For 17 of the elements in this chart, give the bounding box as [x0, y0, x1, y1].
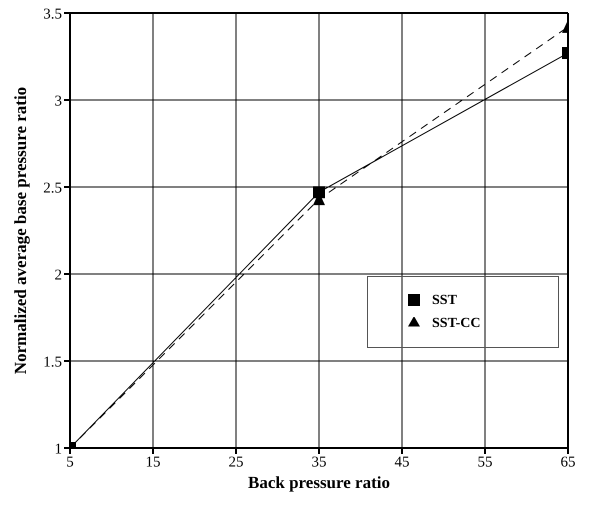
x-tick-label: 5 [66, 454, 74, 471]
x-tick-label: 35 [312, 454, 326, 471]
x-tick-label: 55 [478, 454, 492, 471]
y-tick-label: 3 [54, 93, 62, 110]
y-tick-label: 3.5 [43, 6, 62, 22]
x-tick-label: 25 [228, 454, 244, 471]
legend-label: SST-CC [432, 316, 481, 331]
x-tick-label: 45 [394, 454, 410, 471]
y-axis-title: Normalized average base pressure ratio [11, 86, 30, 374]
legend-label: SST [432, 293, 457, 308]
x-tick-label: 15 [146, 454, 160, 471]
y-tick-label: 1.5 [43, 354, 62, 370]
y-tick-label: 2.5 [43, 180, 62, 196]
y-tick-label: 1 [54, 441, 62, 458]
x-axis-title: Back pressure ratio [248, 473, 390, 492]
y-tick-label: 2 [54, 267, 62, 284]
x-tick-label: 65 [560, 454, 576, 471]
